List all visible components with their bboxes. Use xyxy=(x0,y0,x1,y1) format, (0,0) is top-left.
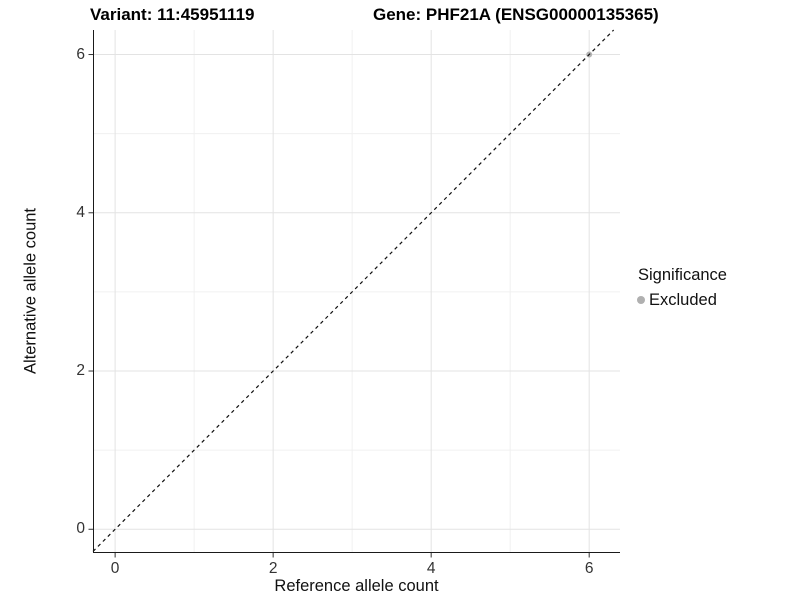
y-tick-label: 4 xyxy=(76,203,85,221)
legend: Significance Excluded xyxy=(630,266,800,310)
gene-title: Gene: PHF21A (ENSG00000135365) xyxy=(373,5,659,24)
x-tick-label: 6 xyxy=(584,560,594,577)
legend-items: Excluded xyxy=(630,290,800,310)
plot-panel: 0 2 4 6 0 2 4 6 xyxy=(76,29,620,577)
legend-point-icon xyxy=(637,296,645,304)
legend-item-label: Excluded xyxy=(649,290,717,309)
y-tick-label: 6 xyxy=(76,45,85,63)
x-tick-label: 0 xyxy=(110,560,120,577)
variant-title: Variant: 11:45951119 xyxy=(90,5,255,24)
y-tick-label: 0 xyxy=(76,520,85,538)
x-tick-label: 2 xyxy=(268,560,278,577)
legend-item: Excluded xyxy=(630,290,800,310)
x-axis-title: Reference allele count xyxy=(274,577,439,595)
legend-title: Significance xyxy=(638,266,727,284)
x-tick-label: 4 xyxy=(426,560,436,577)
identity-line xyxy=(92,29,615,552)
plot-canvas xyxy=(88,29,620,558)
y-tick-label: 2 xyxy=(76,362,85,380)
y-axis-title: Alternative allele count xyxy=(21,207,40,375)
